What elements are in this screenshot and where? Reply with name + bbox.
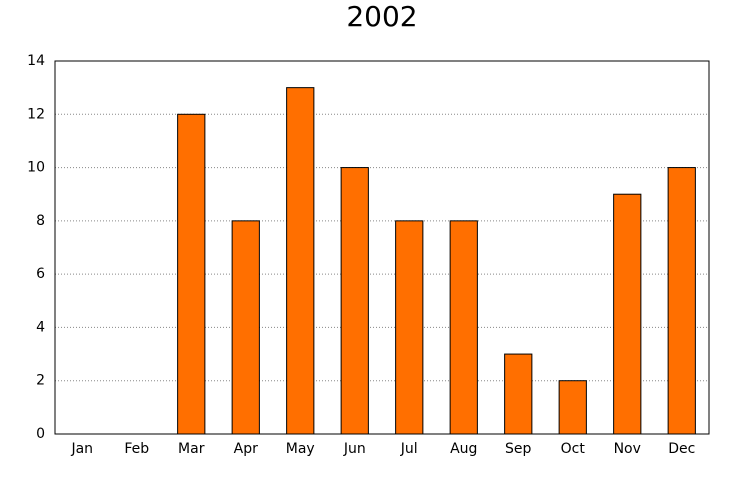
x-tick-label: Jun <box>343 441 366 457</box>
chart-title: 2002 <box>346 0 417 33</box>
y-tick-label: 0 <box>36 426 45 442</box>
y-tick-label: 12 <box>27 106 45 122</box>
y-tick-label: 4 <box>36 319 45 335</box>
bar <box>667 167 696 435</box>
x-tick-label: Aug <box>450 441 477 457</box>
y-tick-label: 14 <box>27 53 45 69</box>
x-tick-label: Feb <box>124 441 149 457</box>
bar <box>395 220 424 435</box>
y-tick-label: 10 <box>27 160 45 176</box>
x-tick-label: Jan <box>70 441 93 457</box>
bar <box>449 220 478 435</box>
bar <box>231 220 260 435</box>
x-tick-label: Dec <box>668 441 695 457</box>
x-tick-label: May <box>286 441 315 457</box>
y-tick-label: 6 <box>36 266 45 282</box>
x-tick-label: Oct <box>561 441 586 457</box>
x-tick-label: Nov <box>614 441 641 457</box>
x-tick-label: Jul <box>400 441 418 457</box>
x-tick-label: Mar <box>178 441 205 457</box>
bar <box>558 380 587 435</box>
bar <box>504 353 533 435</box>
x-tick-label: Sep <box>505 441 532 457</box>
y-tick-label: 8 <box>36 213 45 229</box>
x-tick-label: Apr <box>234 441 258 457</box>
bar <box>177 113 206 435</box>
bar <box>613 193 642 435</box>
y-tick-label: 2 <box>36 373 45 389</box>
plot-frame <box>54 60 710 435</box>
bar <box>340 167 369 435</box>
bar <box>286 87 315 435</box>
